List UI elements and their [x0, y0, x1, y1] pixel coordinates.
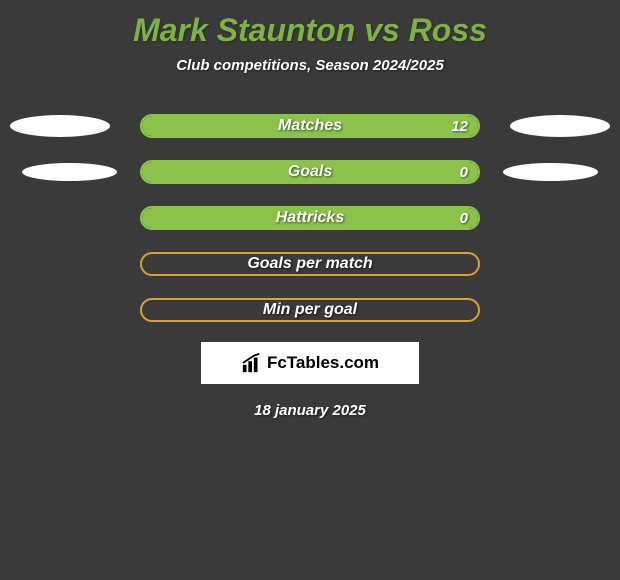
ellipse-right-icon — [510, 115, 610, 137]
page-title: Mark Staunton vs Ross — [0, 0, 620, 49]
ellipse-left-icon — [10, 115, 110, 137]
stat-row-matches: Matches 12 — [0, 112, 620, 140]
stat-value: 12 — [451, 118, 468, 135]
bar-container: Goals 0 — [140, 160, 480, 184]
stat-label: Min per goal — [142, 301, 478, 319]
main-container: Mark Staunton vs Ross Club competitions,… — [0, 0, 620, 580]
bar-container: Min per goal — [140, 298, 480, 322]
date-text: 18 january 2025 — [0, 402, 620, 419]
bar-container: Matches 12 — [140, 114, 480, 138]
stat-row-hattricks: Hattricks 0 — [0, 204, 620, 232]
ellipse-right-icon — [503, 163, 598, 181]
logo-text: FcTables.com — [267, 353, 379, 373]
stat-label: Hattricks — [142, 209, 478, 227]
bar-container: Goals per match — [140, 252, 480, 276]
bar-container: Hattricks 0 — [140, 206, 480, 230]
stat-value: 0 — [460, 210, 468, 227]
stat-label: Goals — [142, 163, 478, 181]
logo-box: FcTables.com — [201, 342, 419, 384]
subtitle: Club competitions, Season 2024/2025 — [0, 57, 620, 74]
stats-area: Matches 12 Goals 0 Hattricks 0 — [0, 112, 620, 324]
stat-row-mpg: Min per goal — [0, 296, 620, 324]
logo-content: FcTables.com — [241, 352, 379, 374]
chart-icon — [241, 352, 263, 374]
ellipse-left-icon — [22, 163, 117, 181]
stat-row-goals: Goals 0 — [0, 158, 620, 186]
stat-value: 0 — [460, 164, 468, 181]
stat-label: Matches — [142, 117, 478, 135]
stat-row-gpm: Goals per match — [0, 250, 620, 278]
stat-label: Goals per match — [142, 255, 478, 273]
